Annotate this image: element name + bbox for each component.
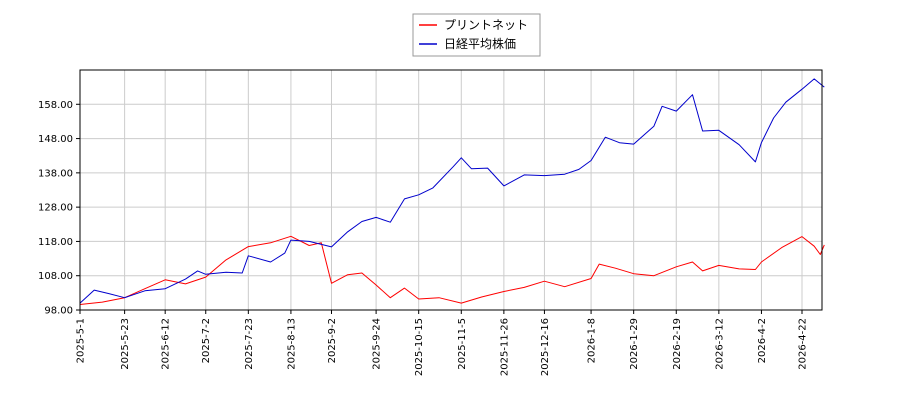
legend-label-series-1: 日経平均株価 [444, 36, 516, 51]
x-tick-label: 2026-2-19 [672, 318, 683, 370]
x-tick-label: 2025-11-26 [499, 318, 510, 376]
y-tick-label: 138.00 [38, 168, 73, 179]
x-tick-label: 2026-1-8 [587, 318, 598, 363]
y-tick-label: 118.00 [38, 237, 73, 248]
x-tick-label: 2025-12-16 [540, 318, 551, 376]
x-tick-label: 2025-5-23 [120, 318, 131, 370]
series-line-1 [79, 78, 825, 304]
grid-lines [79, 70, 822, 311]
series-lines [79, 78, 825, 305]
x-tick-label: 2025-9-2 [327, 318, 338, 363]
y-tick-label: 108.00 [38, 271, 73, 282]
y-tick-label: 158.00 [38, 100, 73, 111]
legend-label-series-0: プリントネット [444, 18, 528, 32]
series-line-0 [79, 235, 825, 305]
plot-frame [79, 69, 823, 311]
x-tick-label: 2026-4-22 [798, 318, 809, 370]
x-tick-label: 2025-8-13 [286, 318, 297, 370]
x-tick-label: 2025-7-2 [201, 318, 212, 363]
x-tick-label: 2025-7-23 [244, 318, 255, 370]
x-tick-label: 2026-4-2 [757, 318, 768, 363]
y-tick-label: 148.00 [38, 134, 73, 145]
legend-box [412, 13, 541, 57]
legend: プリントネット 日経平均株価 [412, 13, 541, 57]
x-tick-label: 2026-3-12 [714, 318, 725, 370]
y-tick-label: 128.00 [38, 203, 73, 214]
x-tick-label: 2026-1-29 [629, 318, 640, 370]
x-axis: 2025-5-1 2025-5-23 2025-6-12 2025-7-2 2025-7… [76, 310, 809, 376]
x-tick-label: 2025-10-15 [414, 318, 425, 376]
x-tick-label: 2025-5-1 [76, 318, 87, 363]
y-axis: 98.00 108.00 118.00 128.00 138.00 148.00 158.0… [38, 100, 80, 317]
y-tick-label: 98.00 [44, 306, 73, 317]
x-tick-label: 2025-9-24 [372, 318, 383, 370]
x-tick-label: 2025-11-5 [457, 318, 468, 370]
x-tick-label: 2025-6-12 [161, 318, 172, 370]
